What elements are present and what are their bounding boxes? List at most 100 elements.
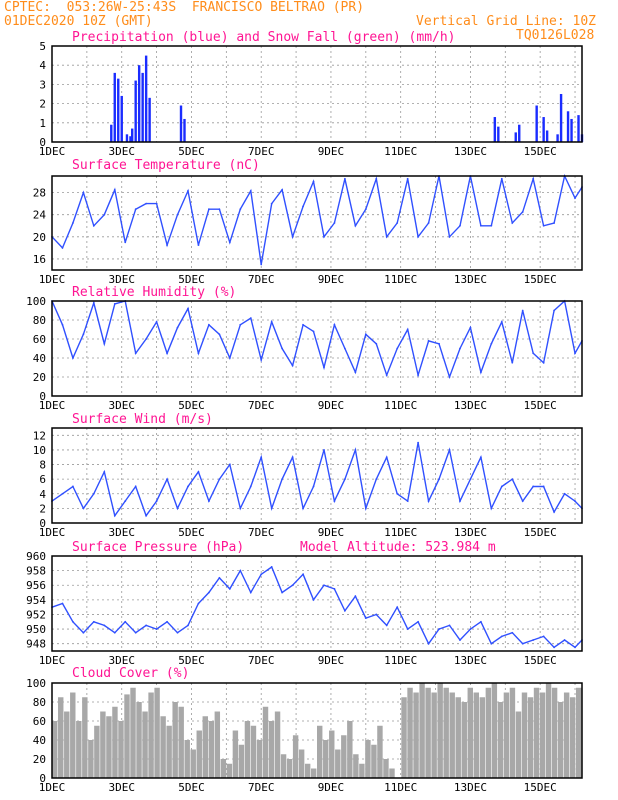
data-point (333, 587, 336, 590)
data-point (323, 584, 325, 587)
x-tick-label: 7DEC (248, 145, 275, 158)
cloud-bar (106, 716, 112, 778)
cloud-bar (389, 768, 395, 778)
x-tick-label: 11DEC (384, 399, 417, 412)
data-point (323, 235, 325, 238)
cloud-bar (515, 711, 522, 778)
precip-bar (497, 126, 500, 142)
x-tick-label: 5DEC (178, 273, 205, 286)
cloud-bar (52, 721, 58, 778)
data-point (218, 208, 221, 211)
cloud-bar (371, 744, 377, 778)
x-tick-label: 13DEC (454, 145, 487, 158)
data-point (260, 573, 263, 576)
cloud-bar (88, 740, 94, 778)
cloud-bar (341, 735, 347, 778)
precip-bar (493, 117, 497, 142)
header-line2-right: Vertical Grid Line: 10Z (416, 14, 597, 29)
cloud-bar (467, 687, 473, 778)
series-line (51, 173, 583, 265)
data-point (291, 364, 294, 367)
x-tick-label: 11DEC (384, 145, 417, 158)
cloud-bar (256, 740, 263, 778)
cloud-bar (437, 683, 443, 778)
cloud-bar (148, 692, 154, 778)
y-tick-label: 952 (26, 608, 46, 621)
data-point (281, 591, 284, 594)
data-point (343, 478, 346, 481)
cloud-bar (70, 692, 76, 778)
data-point (385, 456, 388, 459)
data-point (532, 639, 535, 641)
cloud-bar (503, 692, 510, 778)
data-point (166, 244, 168, 247)
cloud-bar (268, 721, 275, 778)
precip-bar (556, 134, 559, 142)
cloud-bar (112, 706, 118, 778)
y-tick-label: 8 (39, 459, 46, 472)
data-point (438, 628, 440, 630)
x-tick-label: 11DEC (384, 526, 417, 539)
cloud-bar (94, 725, 100, 778)
data-point (532, 352, 535, 355)
plot-frame (51, 427, 583, 524)
cloud-bar (431, 692, 437, 778)
data-point (459, 639, 461, 641)
x-tick-label: 7DEC (248, 526, 275, 539)
data-point (145, 202, 148, 205)
data-point (249, 591, 252, 594)
data-point (406, 500, 409, 502)
data-point (511, 478, 514, 481)
data-point (511, 631, 514, 634)
cloud-bar (304, 763, 311, 778)
data-point (312, 330, 315, 333)
data-point (218, 577, 221, 579)
chart-title: Surface Wind (m/s) (72, 412, 213, 427)
x-tick-label: 9DEC (318, 399, 345, 412)
data-point (427, 642, 430, 645)
cloud-bar (160, 716, 166, 778)
data-point (459, 500, 461, 502)
cloud-bar (262, 706, 269, 778)
y-tick-label: 5 (39, 40, 46, 53)
data-point (364, 208, 367, 211)
cloud-bar (569, 697, 576, 778)
data-point (490, 642, 493, 645)
x-tick-label: 13DEC (454, 654, 487, 667)
data-point (281, 188, 284, 191)
data-point (239, 323, 242, 326)
data-point (521, 500, 524, 502)
data-point (563, 492, 566, 495)
data-point (155, 628, 158, 630)
data-point (312, 180, 315, 183)
cloud-bar (178, 706, 184, 778)
cloud-bar (292, 735, 299, 778)
x-tick-label: 13DEC (454, 781, 487, 794)
data-point (134, 631, 137, 634)
data-point (82, 631, 85, 634)
plot-frame (51, 300, 583, 397)
data-point (302, 507, 304, 510)
precip-bar (535, 105, 538, 142)
cloud-bar (407, 687, 413, 778)
data-point (323, 449, 325, 451)
cloud-bar (310, 768, 317, 778)
data-point (511, 361, 514, 364)
y-tick-label: 60 (33, 715, 46, 728)
data-point (166, 478, 168, 481)
data-point (553, 511, 556, 513)
precip-bar (117, 78, 120, 142)
data-point (333, 222, 336, 224)
data-point (479, 620, 482, 623)
data-point (333, 500, 336, 502)
data-point (521, 211, 524, 213)
cloud-bar (449, 692, 455, 778)
data-point (155, 321, 158, 323)
data-point (113, 302, 116, 305)
x-tick-label: 7DEC (248, 273, 275, 286)
y-tick-label: 3 (39, 78, 46, 91)
data-point (574, 352, 576, 355)
data-point (542, 224, 545, 227)
y-tick-label: 960 (26, 550, 46, 563)
